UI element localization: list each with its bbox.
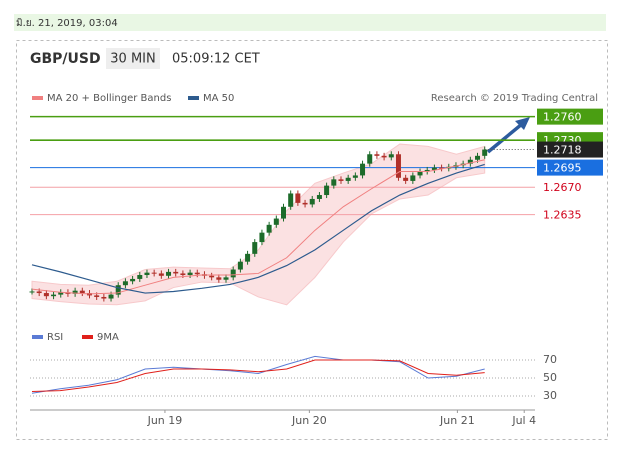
candle — [266, 224, 272, 233]
candle — [101, 296, 107, 299]
rsi-line — [31, 359, 485, 392]
rsi-tick-label: 30 — [543, 389, 557, 402]
candle — [316, 195, 322, 199]
date-stamp: มิ.ย. 21, 2019, 03:04 — [16, 18, 118, 29]
candle — [151, 272, 157, 274]
candle — [237, 261, 243, 270]
candle — [367, 154, 373, 164]
candle — [29, 291, 35, 293]
candle — [122, 281, 128, 286]
level-label-box — [537, 159, 603, 176]
candle — [410, 175, 416, 181]
candle — [331, 179, 337, 186]
legend-label: 9MA — [97, 332, 119, 343]
ma-line — [31, 163, 485, 294]
candle — [180, 273, 186, 276]
time: 05:09:12 CET — [172, 52, 260, 67]
candle — [345, 177, 351, 181]
candle — [467, 159, 473, 164]
arrow — [486, 122, 524, 154]
candle — [424, 169, 430, 172]
candle — [94, 295, 100, 297]
candle — [417, 171, 423, 176]
rsi-tick-label: 70 — [543, 353, 557, 366]
candle — [158, 273, 164, 276]
candle — [360, 163, 366, 176]
candle — [381, 155, 387, 158]
level-label: 1.2760 — [543, 111, 582, 124]
interval-box — [106, 48, 160, 69]
candle — [309, 198, 315, 205]
candle — [166, 271, 172, 276]
candle — [187, 272, 193, 276]
candle — [295, 193, 301, 203]
candle — [324, 185, 330, 196]
ma-line — [31, 159, 485, 295]
candle — [173, 271, 179, 274]
candle — [374, 154, 380, 156]
candle — [281, 206, 286, 219]
candle — [194, 272, 200, 275]
interval: 30 MIN — [110, 52, 155, 67]
candle — [223, 277, 229, 280]
candle — [388, 154, 394, 158]
legend-label: MA 20 + Bollinger Bands — [47, 93, 171, 104]
level-label: 1.2635 — [543, 209, 582, 222]
candle — [72, 290, 78, 294]
candle — [230, 269, 236, 278]
legend-label: RSI — [47, 332, 63, 343]
candle — [403, 177, 409, 181]
candle — [115, 285, 121, 295]
candle — [79, 290, 85, 294]
level-label-box — [537, 108, 603, 125]
candle — [273, 218, 279, 225]
candle — [302, 202, 308, 205]
date-bar — [14, 14, 606, 31]
candle — [395, 154, 401, 178]
candle — [58, 292, 64, 295]
legend-label: MA 50 — [203, 93, 234, 104]
candle — [352, 175, 358, 178]
candle — [259, 232, 265, 243]
candle — [51, 294, 57, 297]
legend-swatch — [82, 335, 93, 339]
level-label: 1.2695 — [543, 162, 582, 175]
candle — [216, 277, 222, 280]
candle — [108, 294, 114, 299]
candle — [288, 193, 294, 207]
bollinger-band — [31, 143, 486, 306]
legend-swatch — [32, 96, 43, 100]
symbol: GBP/USD — [30, 51, 101, 67]
rsi-line — [31, 355, 485, 394]
candle — [431, 167, 437, 170]
candle — [245, 253, 251, 262]
candle — [482, 149, 488, 156]
level-label: 1.2670 — [543, 181, 582, 194]
x-tick-label: Jun 21 — [439, 414, 475, 427]
rsi-tick-label: 50 — [543, 371, 557, 384]
candle — [43, 293, 49, 297]
candle — [130, 278, 136, 282]
x-tick-label: Jul 4 — [511, 414, 536, 427]
legend-swatch — [188, 96, 199, 100]
level-label: 1.2718 — [543, 144, 582, 157]
candle — [439, 167, 445, 169]
candle — [338, 179, 344, 181]
candle — [209, 275, 215, 278]
credit: Research © 2019 Trading Central — [431, 93, 598, 104]
candle — [36, 291, 42, 294]
x-tick-label: Jun 20 — [291, 414, 327, 427]
level-label-box — [537, 141, 603, 158]
legend-swatch — [32, 335, 43, 339]
candle — [475, 155, 481, 160]
x-tick-label: Jun 19 — [147, 414, 183, 427]
frame — [16, 40, 608, 440]
candle — [144, 272, 150, 276]
arrow-head — [515, 117, 530, 130]
candle — [137, 275, 143, 279]
candle — [252, 242, 258, 254]
